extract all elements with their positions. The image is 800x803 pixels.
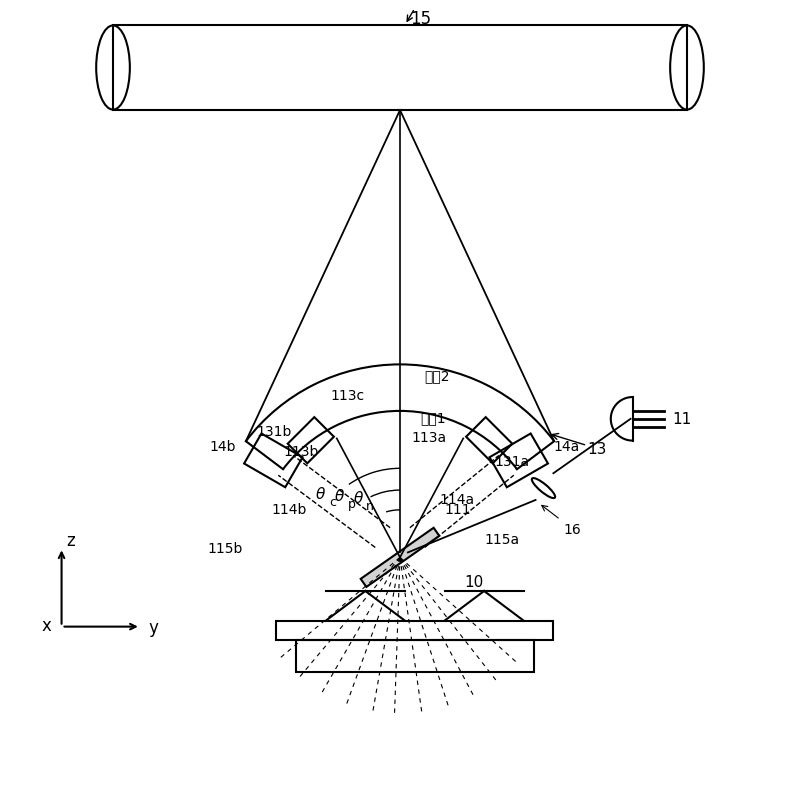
Text: y: y xyxy=(149,618,158,636)
Text: 113b: 113b xyxy=(283,445,318,459)
Text: 114b: 114b xyxy=(271,502,306,516)
Text: 114a: 114a xyxy=(439,492,474,507)
Text: 10: 10 xyxy=(464,574,483,589)
Text: 131a: 131a xyxy=(494,454,530,468)
Text: 半径2: 半径2 xyxy=(425,369,450,383)
Text: 115b: 115b xyxy=(207,542,242,556)
Text: 15: 15 xyxy=(410,10,431,28)
Text: 11: 11 xyxy=(672,412,691,426)
Text: c: c xyxy=(329,495,336,508)
Text: 113a: 113a xyxy=(412,430,447,444)
Polygon shape xyxy=(361,528,439,587)
Text: 115a: 115a xyxy=(484,532,519,546)
Text: 16: 16 xyxy=(542,506,581,536)
Text: n: n xyxy=(366,499,374,512)
Text: 13: 13 xyxy=(552,434,606,457)
Text: 14b: 14b xyxy=(209,440,235,454)
Text: p: p xyxy=(347,497,355,510)
Text: 111: 111 xyxy=(445,502,471,516)
Text: x: x xyxy=(42,616,52,634)
Text: 113c: 113c xyxy=(330,389,365,402)
Text: θ: θ xyxy=(316,487,326,501)
Text: θ: θ xyxy=(354,491,363,505)
Text: θ: θ xyxy=(334,488,344,503)
Text: z: z xyxy=(66,531,75,549)
Text: 14a: 14a xyxy=(554,440,580,454)
Text: 半径1: 半径1 xyxy=(420,410,446,424)
Text: 131b: 131b xyxy=(256,425,292,438)
